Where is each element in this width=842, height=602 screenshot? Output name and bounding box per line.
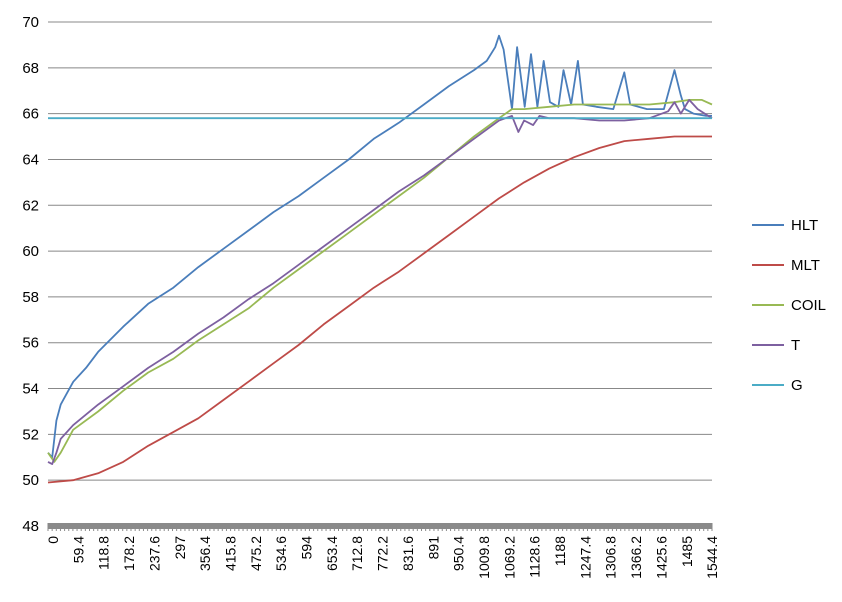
gridlines [48, 21, 712, 481]
y-tick-label: 62 [22, 197, 39, 214]
series-lines [47, 34, 713, 484]
y-tick-label: 50 [22, 472, 39, 489]
x-tick-label: 653.4 [324, 536, 340, 571]
x-tick-label: 475.2 [248, 536, 264, 571]
x-tick-label: 237.6 [146, 536, 162, 571]
y-tick-label: 48 [22, 518, 39, 535]
legend-label-mlt: MLT [791, 257, 820, 274]
series-t-line [47, 99, 713, 465]
x-axis [47, 523, 713, 531]
x-tick-label: 534.6 [273, 536, 289, 571]
y-tick-label: 68 [22, 60, 39, 77]
x-tick-label: 594 [299, 536, 315, 560]
x-tick-label: 891 [425, 536, 441, 560]
x-tick-label: 59.4 [70, 536, 86, 563]
x-tick-label: 356.4 [197, 536, 213, 571]
x-tick-label: 1188 [552, 536, 568, 566]
x-tick-label: 178.2 [121, 536, 137, 571]
x-tick-label: 1128.6 [527, 536, 543, 578]
series-hlt-line [47, 34, 712, 459]
x-tick-label: 950.4 [451, 536, 467, 571]
y-tick-label: 70 [22, 14, 39, 31]
x-tick-label: 1544.4 [704, 536, 720, 579]
x-tick-label: 1069.2 [501, 536, 517, 579]
legend-label-g: G [791, 377, 803, 394]
x-tick-label: 1009.8 [476, 536, 492, 579]
x-tick-label: 1425.6 [653, 536, 669, 579]
y-tick-label: 52 [22, 426, 39, 443]
legend-label-coil: COIL [791, 297, 826, 314]
y-tick-label: 60 [22, 243, 39, 260]
x-tick-label: 297 [172, 536, 188, 560]
x-tick-label: 712.8 [349, 536, 365, 571]
legend-label-hlt: HLT [791, 217, 818, 234]
x-tick-label: 118.8 [96, 536, 112, 570]
x-tick-label: 415.8 [222, 536, 238, 571]
y-axis-ticks: 48 50 52 54 56 58 60 62 64 66 68 70 [22, 14, 39, 535]
y-tick-label: 54 [22, 381, 39, 398]
x-tick-label: 1485 [679, 536, 695, 567]
legend-label-t: T [791, 337, 800, 354]
y-tick-label: 64 [22, 151, 39, 168]
x-tick-label: 772.2 [375, 536, 391, 571]
x-tick-label: 1306.8 [603, 536, 619, 579]
y-tick-label: 58 [22, 289, 39, 306]
y-tick-label: 56 [22, 335, 39, 352]
x-tick-label: 1247.4 [577, 536, 593, 579]
x-tick-label: 0 [45, 536, 61, 544]
y-tick-label: 66 [22, 106, 39, 123]
series-mlt-line [47, 135, 712, 484]
x-tick-label: 831.6 [400, 536, 416, 571]
legend: HLT MLT COIL T G [752, 217, 826, 394]
x-axis-ticks: 0 59.4 118.8 178.2 237.6 297 356.4 415.8 475.2 53… [45, 536, 720, 579]
x-tick-label: 1366.2 [628, 536, 644, 579]
series-coil-line [47, 99, 713, 463]
